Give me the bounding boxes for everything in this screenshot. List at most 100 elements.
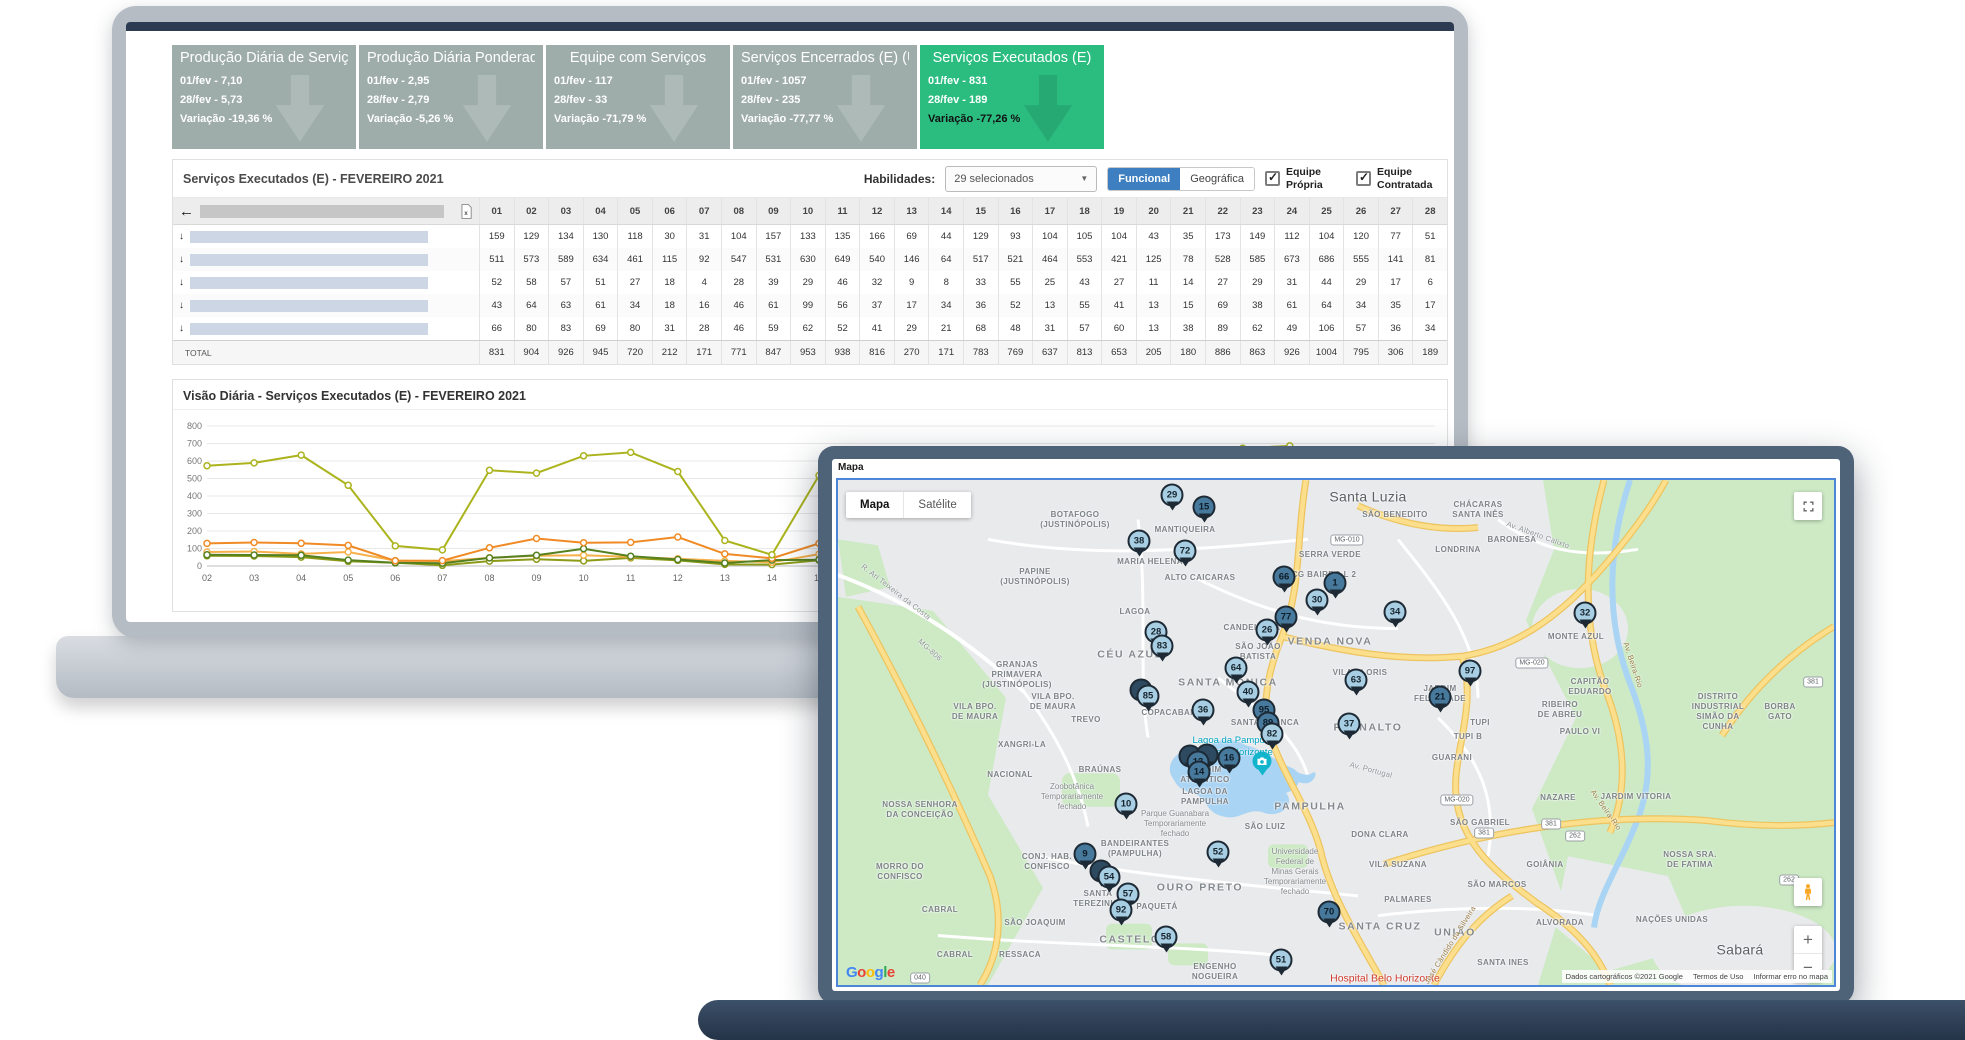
table-row: ↓159129134130118303110415713313516669441… xyxy=(173,225,1447,248)
equipe-propria-checkbox[interactable] xyxy=(1265,171,1280,186)
day-header-cell: 07 xyxy=(686,198,721,224)
svg-text:02: 02 xyxy=(202,573,212,583)
map-marker[interactable]: 70 xyxy=(1318,901,1341,924)
terms-of-use-link[interactable]: Termos de Uso xyxy=(1693,972,1743,981)
map-canvas[interactable]: Mapa Satélite + − Google D xyxy=(838,480,1834,985)
table-cell: 99 xyxy=(790,294,825,317)
map-marker[interactable]: 36 xyxy=(1192,699,1215,722)
map-area-label: OURO PRETO xyxy=(1157,881,1243,894)
map-marker[interactable]: 9 xyxy=(1074,843,1097,866)
map-marker[interactable]: 64 xyxy=(1225,657,1248,680)
kpi-card-producao-diaria-servicos[interactable]: Produção Diária de Serviços 01/fev - 7,1… xyxy=(172,45,356,149)
fullscreen-button[interactable] xyxy=(1794,492,1822,520)
map-marker[interactable]: 83 xyxy=(1151,635,1174,658)
marker-count: 77 xyxy=(1281,612,1292,623)
row-arrow-icon[interactable]: ↓ xyxy=(179,300,184,311)
day-header-cell: 03 xyxy=(548,198,583,224)
day-header-cell: 17 xyxy=(1032,198,1067,224)
map-area-label: SÃO BENEDITO xyxy=(1362,510,1428,520)
map-area-label: SÃO JOAQUIM xyxy=(1004,918,1065,928)
table-cell: 17 xyxy=(1412,294,1447,317)
equipe-contratada-checkbox[interactable] xyxy=(1356,171,1371,186)
map-button[interactable]: Mapa xyxy=(846,492,903,518)
map-area-label: LAGOA DA PAMPULHA xyxy=(1181,787,1229,807)
day-header-cell: 01 xyxy=(479,198,514,224)
row-arrow-icon[interactable]: ↓ xyxy=(179,231,184,242)
total-cell: 1004 xyxy=(1309,341,1344,364)
table-cell: 55 xyxy=(998,271,1033,294)
map-marker[interactable]: 97 xyxy=(1459,660,1482,683)
table-cell: 39 xyxy=(756,271,791,294)
map-marker[interactable]: 72 xyxy=(1174,540,1197,563)
map-marker[interactable]: 63 xyxy=(1345,669,1368,692)
kpi-card-producao-diaria-ponderada[interactable]: Produção Diária Ponderada 01/fev - 2,95 … xyxy=(359,45,543,149)
total-cell: 953 xyxy=(790,341,825,364)
map-marker[interactable]: 32 xyxy=(1574,602,1597,625)
map-marker[interactable]: 14 xyxy=(1188,761,1211,784)
map-marker[interactable]: 1 xyxy=(1324,572,1347,595)
svg-text:800: 800 xyxy=(187,421,202,431)
map-marker[interactable]: 10 xyxy=(1115,793,1138,816)
map-area-label: SÃO MARCOS xyxy=(1467,880,1526,890)
map-area-label: NACIONAL xyxy=(987,770,1032,780)
map-marker[interactable]: 21 xyxy=(1429,686,1452,709)
map-marker[interactable]: 30 xyxy=(1306,589,1329,612)
map-marker[interactable]: 16 xyxy=(1218,747,1241,770)
road-badge: 381 xyxy=(1541,819,1561,830)
kpi-variation: Variação -19,36 % xyxy=(180,113,348,125)
table-cell: 166 xyxy=(859,225,894,248)
map-area-label: BOTAFOGO (JUSTINÓPOLIS) xyxy=(1040,510,1110,530)
export-excel-icon[interactable]: x xyxy=(459,204,473,219)
satellite-button[interactable]: Satélite xyxy=(903,492,970,518)
map-marker[interactable]: 77 xyxy=(1275,606,1298,629)
google-logo-letter: G xyxy=(846,964,857,981)
map-marker[interactable]: 29 xyxy=(1161,484,1184,507)
zoom-in-button[interactable]: + xyxy=(1794,926,1822,954)
map-marker[interactable]: 52 xyxy=(1207,841,1230,864)
map-marker[interactable]: 58 xyxy=(1155,926,1178,949)
svg-text:08: 08 xyxy=(484,573,494,583)
kpi-card-equipe-com-servicos[interactable]: Equipe com Serviços 01/fev - 117 28/fev … xyxy=(546,45,730,149)
map-marker[interactable]: 51 xyxy=(1270,949,1293,972)
map-marker[interactable]: 82 xyxy=(1261,723,1284,746)
svg-text:03: 03 xyxy=(249,573,259,583)
pegman-button[interactable] xyxy=(1794,878,1822,906)
map-marker[interactable]: 37 xyxy=(1338,713,1361,736)
row-label-cell: ↓ xyxy=(173,271,479,294)
back-arrow-icon[interactable]: ← xyxy=(179,204,194,219)
table-cell: 69 xyxy=(1205,294,1240,317)
map-marker[interactable]: 92 xyxy=(1110,899,1133,922)
report-map-error-link[interactable]: Informar erro no mapa xyxy=(1753,972,1828,981)
photo-poi-marker[interactable] xyxy=(1253,752,1272,771)
row-arrow-icon[interactable]: ↓ xyxy=(179,323,184,334)
map-marker[interactable]: 85 xyxy=(1137,685,1160,708)
marker-count: 83 xyxy=(1157,641,1168,652)
table-cell: 30 xyxy=(652,225,687,248)
map-area-label: CHÁCARAS SANTA INÊS xyxy=(1452,500,1504,520)
day-header-cell: 06 xyxy=(652,198,687,224)
table-cell: 585 xyxy=(1240,248,1275,271)
row-arrow-icon[interactable]: ↓ xyxy=(179,254,184,265)
map-marker[interactable]: 26 xyxy=(1256,619,1279,642)
kpi-card-servicos-executados[interactable]: Serviços Executados (E) 01/fev - 831 28/… xyxy=(920,45,1104,149)
map-marker[interactable]: 15 xyxy=(1193,496,1216,519)
map-area-label: Santa Luzia xyxy=(1329,488,1406,506)
habilidades-select[interactable]: 29 selecionados ▼ xyxy=(945,166,1097,192)
row-arrow-icon[interactable]: ↓ xyxy=(179,277,184,288)
day-header-cell: 25 xyxy=(1309,198,1344,224)
map-marker[interactable]: 54 xyxy=(1098,866,1121,889)
map-marker[interactable]: 34 xyxy=(1384,601,1407,624)
map-marker[interactable]: 66 xyxy=(1273,566,1296,589)
table-cell: 13 xyxy=(1136,294,1171,317)
table-cell: 130 xyxy=(583,225,618,248)
table-cell: 511 xyxy=(479,248,514,271)
map-area-label: SANTA INES xyxy=(1477,958,1529,968)
kpi-card-servicos-encerrados[interactable]: Serviços Encerrados (E) (U) (N) 01/fev -… xyxy=(733,45,917,149)
geografica-button[interactable]: Geográfica xyxy=(1180,168,1254,190)
table-cell: 129 xyxy=(963,225,998,248)
marker-count: 14 xyxy=(1194,767,1205,778)
map-area-label: GOIÂNIA xyxy=(1526,860,1563,870)
funcional-button[interactable]: Funcional xyxy=(1108,168,1180,190)
map-marker[interactable]: 38 xyxy=(1128,530,1151,553)
table-cell: 89 xyxy=(1205,317,1240,340)
